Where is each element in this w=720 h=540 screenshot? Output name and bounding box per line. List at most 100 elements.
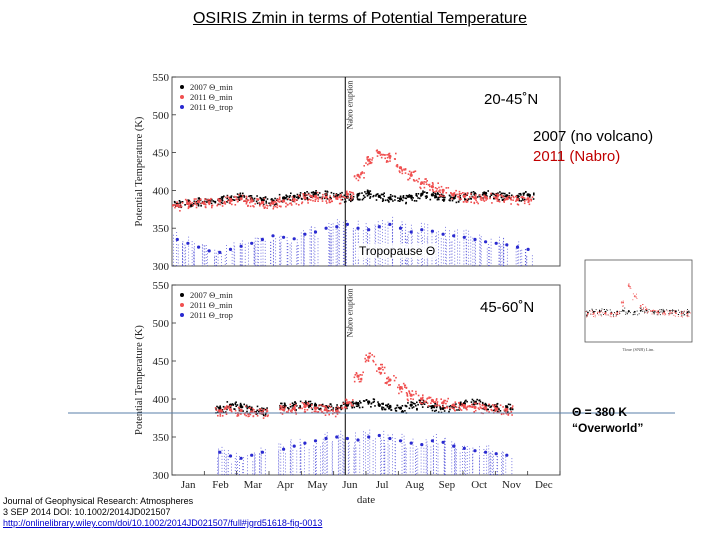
data-point — [303, 441, 307, 445]
inset-data-dot — [654, 310, 656, 312]
data-dot — [249, 407, 252, 409]
data-dot — [426, 397, 429, 400]
data-dot — [381, 408, 384, 411]
data-dot — [479, 406, 482, 408]
data-dot — [459, 195, 461, 197]
data-dot — [502, 192, 504, 195]
data-dot — [310, 407, 313, 409]
data-dot — [505, 405, 507, 407]
inset-data-point — [633, 295, 636, 297]
data-dot — [485, 199, 487, 201]
data-point — [292, 444, 296, 448]
inset-data-dot — [590, 313, 592, 315]
data-dot — [523, 200, 526, 202]
data-dot — [473, 406, 476, 408]
data-point — [441, 232, 445, 236]
data-dot — [415, 194, 417, 197]
data-dot — [511, 414, 513, 416]
data-dot — [312, 191, 315, 193]
data-dot — [224, 203, 227, 205]
data-dot — [282, 198, 285, 200]
inset-data-dot — [671, 312, 673, 314]
data-dot — [342, 401, 345, 404]
inset-data-dot — [619, 313, 620, 315]
data-dot — [448, 405, 451, 408]
data-dot — [397, 406, 400, 409]
data-dot — [235, 196, 237, 199]
data-dot — [510, 407, 512, 409]
data-dot — [257, 198, 260, 200]
data-dot — [241, 406, 244, 408]
data-dot — [299, 400, 302, 403]
data-dot — [386, 381, 388, 383]
data-dot — [341, 191, 343, 194]
data-dot — [380, 153, 383, 156]
data-dot — [465, 399, 467, 402]
data-dot — [393, 375, 395, 377]
data-dot — [288, 407, 290, 410]
inset-data-dot — [632, 299, 634, 301]
data-dot — [217, 203, 219, 206]
data-dot — [366, 156, 368, 159]
data-dot — [520, 200, 523, 202]
data-dot — [445, 187, 448, 189]
data-dot — [331, 409, 334, 411]
data-dot — [457, 201, 460, 203]
data-dot — [434, 194, 437, 196]
inset-data-point — [651, 309, 654, 312]
data-dot — [437, 182, 439, 184]
data-dot — [451, 199, 454, 202]
data-dot — [506, 196, 509, 198]
inset-data-dot — [671, 310, 673, 311]
data-dot — [329, 410, 331, 412]
data-point — [388, 154, 392, 158]
data-dot — [364, 360, 367, 363]
legend-2007: 2007 (no volcano) — [533, 128, 654, 145]
data-dot — [238, 199, 241, 201]
data-dot — [491, 404, 494, 406]
data-dot — [385, 404, 387, 407]
inset-data-dot — [651, 313, 653, 315]
data-dot — [393, 379, 396, 382]
data-dot — [354, 374, 357, 376]
citation-link[interactable]: http://onlinelibrary.wiley.com/doi/10.10… — [3, 518, 323, 528]
data-dot — [431, 188, 434, 191]
data-dot — [475, 199, 477, 202]
data-dot — [510, 196, 512, 199]
data-dot — [367, 156, 369, 158]
data-dot — [332, 410, 334, 412]
data-dot — [458, 190, 461, 193]
inset-data-dot — [603, 314, 604, 315]
inset-data-point — [686, 311, 689, 314]
data-dot — [256, 405, 259, 408]
y-tick-label: 350 — [153, 432, 170, 444]
data-dot — [470, 201, 472, 203]
data-dot — [266, 410, 269, 412]
data-dot — [464, 400, 466, 403]
data-dot — [178, 206, 181, 208]
inset-data-dot — [653, 313, 655, 315]
data-dot — [314, 195, 317, 198]
inset-data-dot — [594, 316, 596, 318]
data-point — [462, 446, 466, 450]
data-dot — [353, 376, 356, 379]
data-dot — [273, 201, 275, 203]
data-dot — [383, 195, 385, 198]
data-dot — [341, 198, 344, 201]
data-dot — [390, 409, 392, 411]
y-axis-label: Potential Temperature (K) — [134, 116, 145, 226]
data-dot — [312, 193, 315, 196]
data-dot — [436, 193, 438, 195]
data-dot — [245, 196, 248, 198]
data-point — [409, 393, 413, 397]
data-dot — [479, 198, 482, 200]
data-dot — [438, 186, 440, 189]
data-dot — [507, 411, 509, 413]
data-dot — [382, 154, 384, 156]
data-dot — [301, 198, 303, 200]
data-dot — [503, 201, 505, 203]
eruption-annotation: Nabro eruption — [345, 289, 354, 338]
data-dot — [284, 406, 287, 409]
data-dot — [524, 198, 526, 201]
data-dot — [324, 414, 327, 416]
